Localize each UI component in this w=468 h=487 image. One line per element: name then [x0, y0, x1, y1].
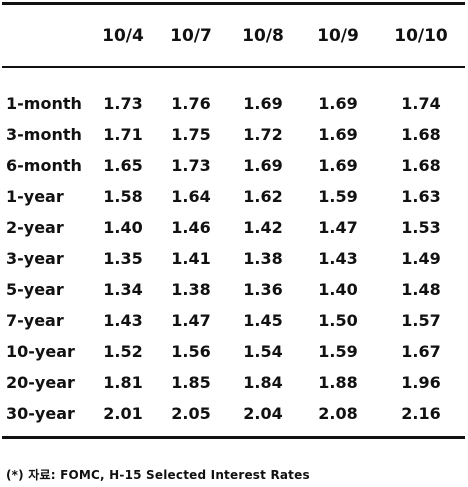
rate-cell: 1.63 [401, 187, 441, 206]
header-rule [2, 66, 465, 68]
header-cell-label [0, 0, 88, 69]
table-row: 3-month 1.71 1.75 1.72 1.69 1.68 [0, 119, 468, 150]
rate-cell: 1.40 [318, 280, 358, 299]
rate-cell: 1.38 [171, 280, 211, 299]
rate-cell: 1.59 [318, 187, 358, 206]
table-row: 1-year 1.58 1.64 1.62 1.59 1.63 [0, 181, 468, 212]
rate-cell: 1.45 [243, 311, 283, 330]
rate-cell: 2.04 [243, 404, 283, 423]
rate-cell: 1.35 [103, 249, 143, 268]
rate-cell: 1.69 [318, 156, 358, 175]
row-label: 20-year [6, 373, 75, 392]
rate-cell: 1.76 [171, 94, 211, 113]
header-cell-10-8: 10/8 [242, 26, 284, 46]
table-row: 1-month 1.73 1.76 1.69 1.69 1.74 [0, 88, 468, 119]
row-label: 2-year [6, 218, 64, 237]
rate-cell: 1.56 [171, 342, 211, 361]
table-row: 2-year 1.40 1.46 1.42 1.47 1.53 [0, 212, 468, 243]
rate-cell: 1.96 [401, 373, 441, 392]
rate-cell: 1.68 [401, 125, 441, 144]
rate-cell: 2.05 [171, 404, 211, 423]
rate-cell: 2.01 [103, 404, 143, 423]
header-row: 10/4 10/7 10/8 10/9 10/10 [0, 0, 468, 69]
rate-cell: 1.59 [318, 342, 358, 361]
header-cell-10-4: 10/4 [102, 26, 144, 46]
row-label: 3-month [6, 125, 82, 144]
row-label: 30-year [6, 404, 75, 423]
header-cell-10-7: 10/7 [170, 26, 212, 46]
rate-cell: 1.74 [401, 94, 441, 113]
rate-cell: 1.57 [401, 311, 441, 330]
row-label: 10-year [6, 342, 75, 361]
rate-cell: 1.88 [318, 373, 358, 392]
rate-cell: 1.48 [401, 280, 441, 299]
table-row: 3-year 1.35 1.41 1.38 1.43 1.49 [0, 243, 468, 274]
spacer-row [0, 69, 468, 88]
rate-cell: 1.81 [103, 373, 143, 392]
rate-cell: 1.54 [243, 342, 283, 361]
table-row: 30-year 2.01 2.05 2.04 2.08 2.16 [0, 398, 468, 429]
rate-cell: 1.34 [103, 280, 143, 299]
rate-cell: 1.68 [401, 156, 441, 175]
rate-cell: 1.58 [103, 187, 143, 206]
header-cell-10-10: 10/10 [394, 26, 448, 46]
rate-cell: 1.67 [401, 342, 441, 361]
rate-cell: 1.84 [243, 373, 283, 392]
rate-cell: 1.64 [171, 187, 211, 206]
row-label: 5-year [6, 280, 64, 299]
table-row: 6-month 1.65 1.73 1.69 1.69 1.68 [0, 150, 468, 181]
rate-cell: 1.72 [243, 125, 283, 144]
row-label: 1-year [6, 187, 64, 206]
rate-cell: 1.71 [103, 125, 143, 144]
rate-cell: 1.40 [103, 218, 143, 237]
rate-cell: 1.65 [103, 156, 143, 175]
rate-cell: 1.69 [243, 156, 283, 175]
rate-cell: 1.46 [171, 218, 211, 237]
rate-cell: 1.69 [318, 125, 358, 144]
rate-cell: 1.36 [243, 280, 283, 299]
row-label: 6-month [6, 156, 82, 175]
source-note: (*) 자료: FOMC, H-15 Selected Interest Rat… [6, 468, 310, 482]
row-label: 3-year [6, 249, 64, 268]
rate-cell: 1.62 [243, 187, 283, 206]
rate-cell: 1.69 [243, 94, 283, 113]
rate-cell: 1.73 [103, 94, 143, 113]
rate-cell: 1.53 [401, 218, 441, 237]
rate-cell: 1.47 [171, 311, 211, 330]
table-row: 20-year 1.81 1.85 1.84 1.88 1.96 [0, 367, 468, 398]
rate-cell: 1.50 [318, 311, 358, 330]
header-cell-10-9: 10/9 [317, 26, 359, 46]
rate-cell: 1.85 [171, 373, 211, 392]
rate-cell: 1.73 [171, 156, 211, 175]
table-row: 7-year 1.43 1.47 1.45 1.50 1.57 [0, 305, 468, 336]
table-row: 5-year 1.34 1.38 1.36 1.40 1.48 [0, 274, 468, 305]
rate-cell: 2.08 [318, 404, 358, 423]
rate-cell: 1.49 [401, 249, 441, 268]
rate-cell: 1.42 [243, 218, 283, 237]
rate-cell: 1.69 [318, 94, 358, 113]
rate-cell: 1.38 [243, 249, 283, 268]
rate-cell: 1.52 [103, 342, 143, 361]
rate-cell: 1.41 [171, 249, 211, 268]
rate-cell: 1.43 [318, 249, 358, 268]
rate-cell: 1.47 [318, 218, 358, 237]
table-row: 10-year 1.52 1.56 1.54 1.59 1.67 [0, 336, 468, 367]
row-label: 1-month [6, 94, 82, 113]
rate-cell: 2.16 [401, 404, 441, 423]
top-rule [2, 2, 465, 5]
rate-cell: 1.75 [171, 125, 211, 144]
interest-rates-table: 10/4 10/7 10/8 10/9 10/10 1-month 1.73 1.7… [0, 0, 468, 429]
bottom-rule [2, 436, 465, 439]
row-label: 7-year [6, 311, 64, 330]
rate-cell: 1.43 [103, 311, 143, 330]
